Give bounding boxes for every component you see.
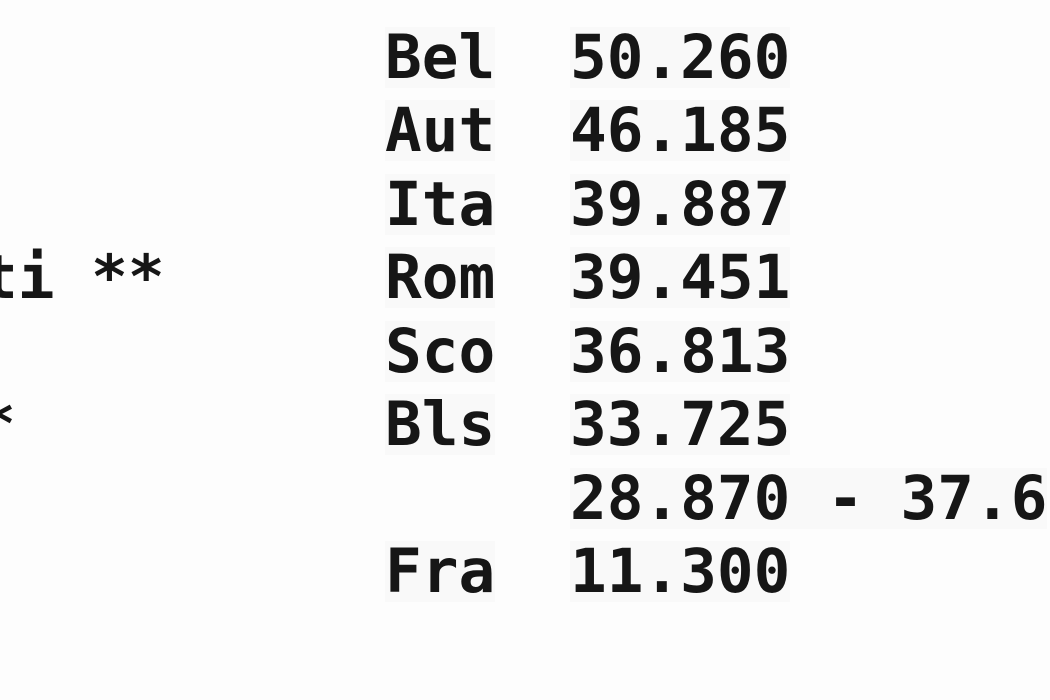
table-row: Fra 11.300 — [0, 541, 1050, 602]
country-code: Bls — [385, 389, 496, 460]
country-code: Ita — [385, 169, 496, 240]
score-value: 50.260 — [570, 22, 791, 93]
score-value: 39.451 — [570, 242, 791, 313]
table-row: Bls 33.725 — [0, 394, 1050, 455]
table-row: 28.870 - 37.6 — [0, 468, 1050, 529]
clipped-asterisk-fragment: * — [0, 394, 16, 455]
score-value: 11.300 — [570, 536, 791, 607]
table-row: Aut 46.185 — [0, 100, 1050, 161]
country-code: Bel — [385, 22, 496, 93]
score-value: 33.725 — [570, 389, 791, 460]
country-code: Rom — [385, 242, 496, 313]
country-code: Aut — [385, 95, 496, 166]
score-value: 36.813 — [570, 316, 791, 387]
score-range-value: 28.870 - 37.6 — [570, 463, 1048, 534]
table-row: Sco 36.813 — [0, 321, 1050, 382]
score-value: 39.887 — [570, 169, 791, 240]
table-row: Bel 50.260 — [0, 27, 1050, 88]
score-value: 46.185 — [570, 95, 791, 166]
table-row: Ita 39.887 — [0, 174, 1050, 235]
clipped-text-fragment: ti ** — [0, 242, 165, 313]
country-code: Fra — [385, 536, 496, 607]
country-code: Sco — [385, 316, 496, 387]
table-row: Rom 39.451 — [0, 247, 1050, 308]
